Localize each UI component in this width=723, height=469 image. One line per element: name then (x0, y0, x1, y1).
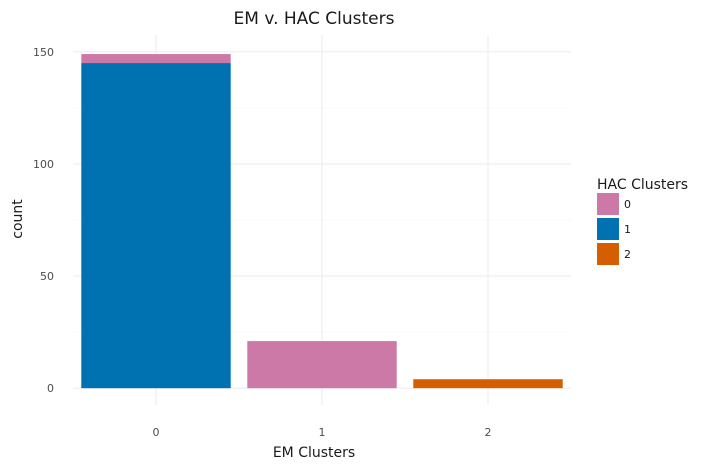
legend-swatch-1 (597, 218, 619, 240)
bar-em0-hac1 (81, 63, 231, 389)
y-tick-label: 50 (40, 270, 54, 283)
legend: HAC Clusters 0 1 2 (597, 177, 688, 265)
x-axis-title: EM Clusters (273, 445, 355, 461)
x-tick-labels: 0 1 2 (153, 426, 492, 439)
legend-title: HAC Clusters (597, 177, 688, 193)
bar-em0-hac0 (81, 54, 231, 64)
bar-em1-hac0 (247, 341, 397, 389)
y-tick-labels: 0 50 100 150 (33, 46, 54, 395)
y-tick-label: 0 (47, 382, 54, 395)
bar-em2-hac2 (413, 379, 563, 389)
y-axis-title: count (10, 199, 26, 239)
legend-items: 0 1 2 (597, 193, 631, 265)
legend-label-1: 1 (624, 223, 631, 236)
legend-swatch-0 (597, 193, 619, 215)
x-tick-label: 1 (319, 426, 326, 439)
legend-swatch-2 (597, 243, 619, 265)
x-tick-label: 2 (485, 426, 492, 439)
legend-label-2: 2 (624, 248, 631, 261)
legend-label-0: 0 (624, 198, 631, 211)
x-tick-label: 0 (153, 426, 160, 439)
y-tick-label: 100 (33, 158, 54, 171)
bars (81, 54, 563, 389)
y-tick-label: 150 (33, 46, 54, 59)
chart-title: EM v. HAC Clusters (234, 9, 395, 29)
